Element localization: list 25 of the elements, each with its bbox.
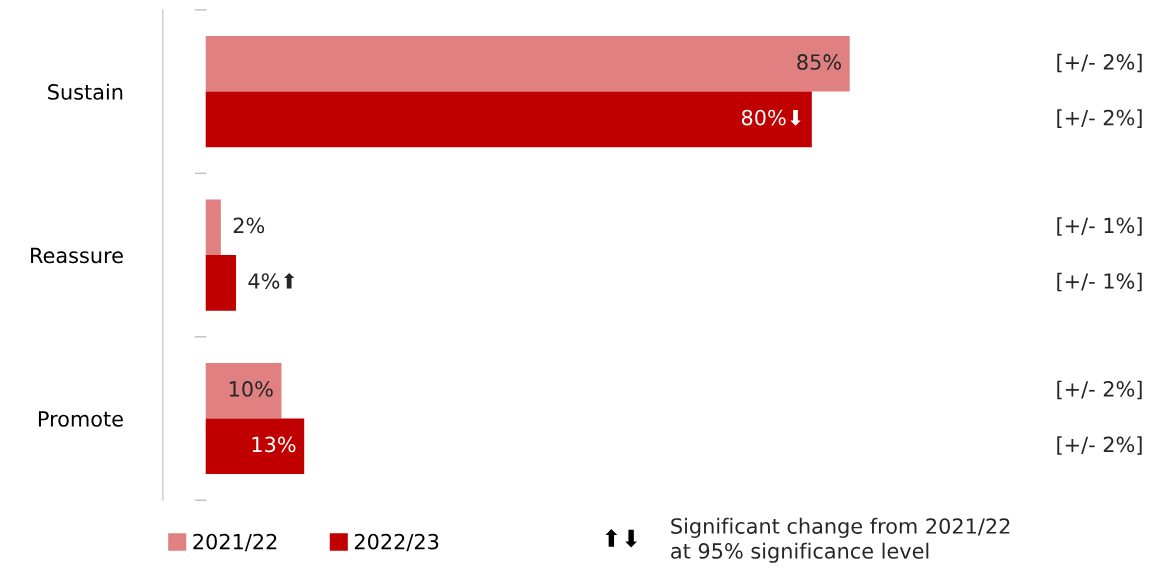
legend-label: 2021/22 bbox=[193, 533, 277, 552]
data-label: 80%⬇ bbox=[741, 109, 801, 126]
text: [+/- 1%] bbox=[1057, 272, 1142, 292]
data-label: 4%⬆ bbox=[248, 272, 295, 289]
y-tick-label: Promote bbox=[38, 411, 123, 427]
y-tick-label: Sustain bbox=[48, 83, 123, 100]
bar bbox=[205, 36, 850, 92]
text: [+/- 2%] bbox=[1057, 109, 1142, 128]
data-label: 85% bbox=[797, 54, 841, 70]
data-label: 13% bbox=[252, 436, 296, 453]
bar bbox=[205, 362, 282, 419]
bar bbox=[205, 255, 237, 311]
text: ⬆⬇ bbox=[605, 529, 637, 548]
text: [+/- 2%] bbox=[1057, 53, 1142, 73]
y-tick-label: Reassure bbox=[31, 247, 123, 264]
bar bbox=[205, 199, 221, 256]
bar bbox=[205, 91, 812, 148]
data-label: 2% bbox=[233, 217, 265, 234]
text: [+/- 2%] bbox=[1057, 436, 1142, 455]
legend-label: 2022/23 bbox=[354, 533, 439, 552]
data-label: 10% bbox=[229, 381, 273, 397]
text: [+/- 1%] bbox=[1057, 217, 1142, 236]
bar bbox=[205, 418, 305, 475]
text: [+/- 2%] bbox=[1057, 380, 1142, 400]
text: Significant change from 2021/22 at 95% significance level bbox=[671, 517, 1010, 563]
